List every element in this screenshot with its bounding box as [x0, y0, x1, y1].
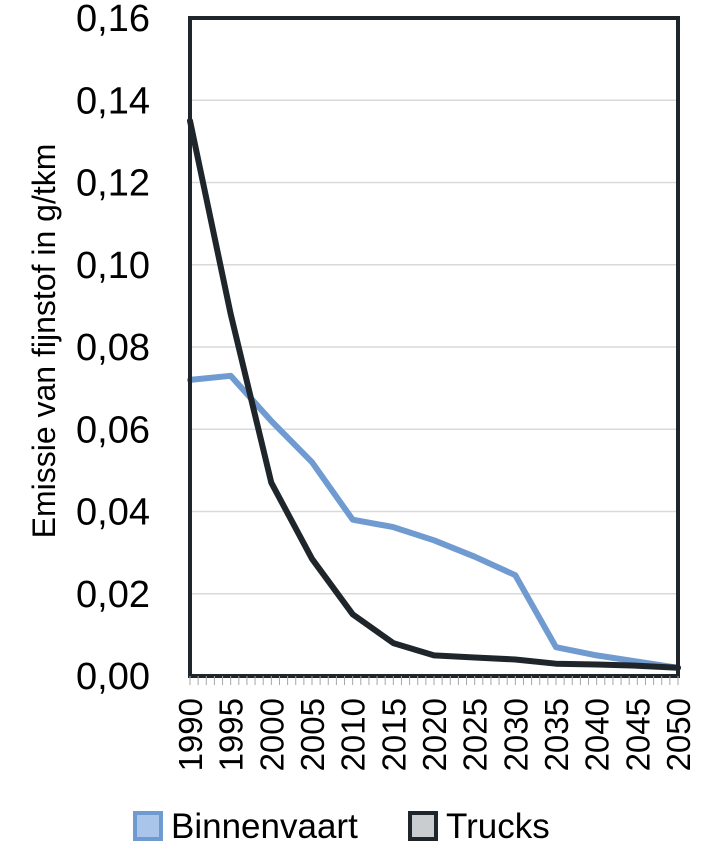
series-lines — [187, 117, 681, 671]
series-line-trucks — [187, 117, 681, 671]
y-tick-label: 0,08 — [76, 327, 150, 369]
x-tick-label: 2005 — [294, 698, 331, 771]
x-tick-label: 1995 — [213, 698, 250, 771]
x-tick-label: 1990 — [172, 698, 209, 771]
x-tick-labels: 1990 1995 2000 2005 2010 2015 2020 2025 2030 2035… — [172, 698, 697, 771]
y-tick-label: 0,06 — [76, 409, 150, 451]
x-minor-ticks — [189, 676, 679, 685]
x-tick-label: 2030 — [497, 698, 534, 771]
x-tick-label: 2010 — [335, 698, 372, 771]
x-tick-label: 2015 — [375, 698, 412, 771]
y-tick-label: 0,04 — [76, 492, 150, 534]
y-tick-label: 0,12 — [76, 163, 150, 205]
y-tick-label: 0,00 — [76, 656, 150, 698]
legend-label-binnenvaart: Binnenvaart — [171, 807, 358, 846]
y-tick-labels: 0,00 0,02 0,04 0,06 0,08 0,10 0,12 0,14 0,16 — [76, 0, 150, 698]
y-tick-label: 0,16 — [76, 0, 150, 40]
x-tick-label: 2020 — [416, 698, 453, 771]
x-tick-label: 2045 — [619, 698, 656, 771]
legend-label-trucks: Trucks — [446, 807, 550, 846]
legend-swatch-trucks — [408, 811, 438, 841]
x-tick-label: 2050 — [660, 698, 697, 771]
x-tick-label: 2000 — [253, 698, 290, 771]
y-tick-label: 0,02 — [76, 574, 150, 616]
gridlines — [190, 99, 678, 595]
y-tick-label: 0,10 — [76, 245, 150, 287]
x-tick-label: 2035 — [538, 698, 575, 771]
legend-swatch-binnenvaart — [133, 811, 163, 841]
y-axis-title: Emissie van fijnstof in g/tkm — [26, 144, 62, 539]
y-tick-label: 0,14 — [76, 80, 150, 122]
x-tick-label: 2040 — [579, 698, 616, 771]
legend: Binnenvaart Trucks — [133, 807, 550, 846]
series-line-binnenvaart — [187, 372, 681, 671]
x-tick-label: 2025 — [457, 698, 494, 771]
